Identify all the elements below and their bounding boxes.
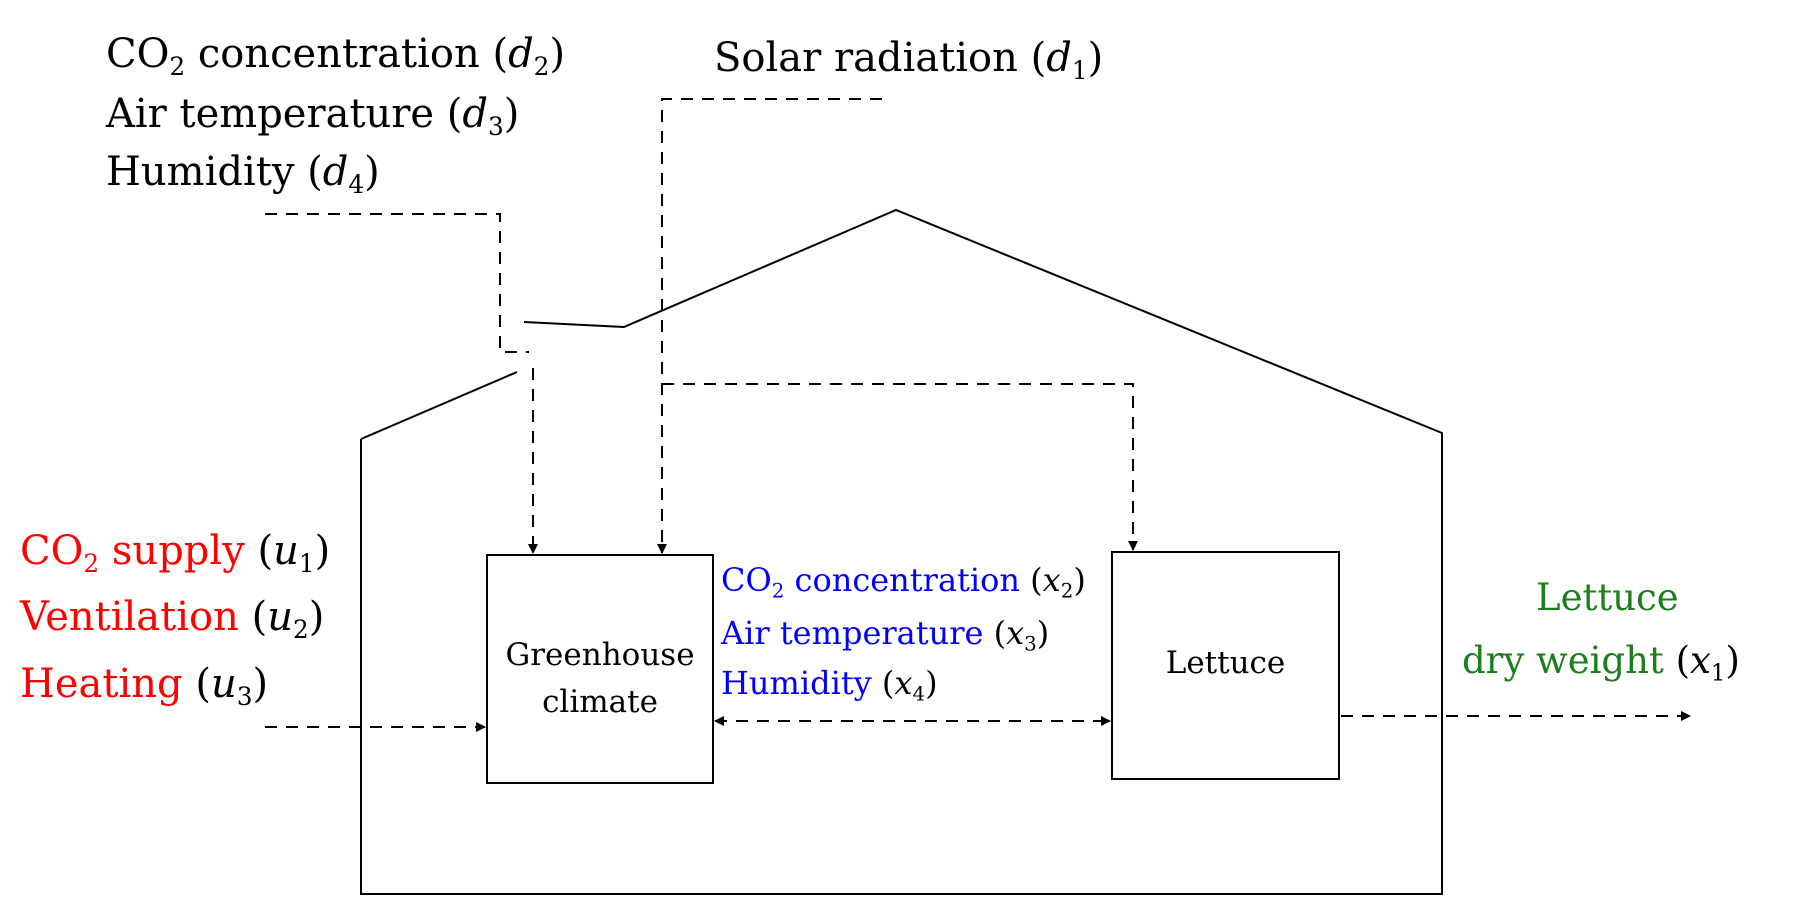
label-co2-concentration-x2: CO2 concentration (x2) (721, 561, 1086, 603)
label-heating-u3: Heating (u3) (20, 661, 269, 711)
lettuce-block (1111, 551, 1340, 780)
disturbance-d2-d4-line (265, 213, 529, 353)
label-humidity-d4: Humidity (d4) (106, 149, 380, 199)
greenhouse-climate-block (486, 554, 714, 784)
label-air-temperature-d3: Air temperature (d3) (106, 91, 520, 141)
lettuce-label: Lettuce (1165, 645, 1286, 681)
label-solar-radiation-d1: Solar radiation (d1) (714, 35, 1104, 85)
greenhouse-climate-label: Greenhouse climate (505, 637, 695, 720)
solar-radiation-line (657, 98, 882, 554)
label-air-temperature-x3: Air temperature (x3) (721, 614, 1050, 656)
label-humidity-x4: Humidity (x4) (721, 664, 938, 706)
label-co2-concentration-d2: CO2 concentration (d2) (106, 31, 566, 81)
greenhouse-outline (360, 208, 1443, 895)
greenhouse-roof-left (360, 371, 518, 440)
greenhouse-roof-and-walls (360, 208, 1443, 895)
solar-radiation-to-lettuce-line (662, 383, 1138, 551)
label-co2-supply-u1: CO2 supply (u1) (20, 528, 331, 578)
output-label-line1: Lettuce (1536, 576, 1679, 619)
label-ventilation-u2: Ventilation (u2) (20, 594, 325, 644)
output-label-line2: dry weight (x1) (1462, 639, 1740, 687)
